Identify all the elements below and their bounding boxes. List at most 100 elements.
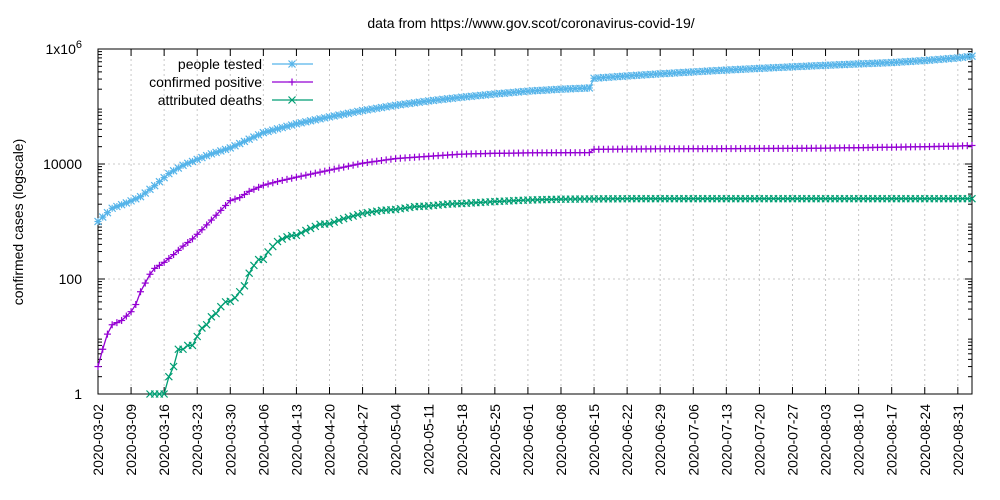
data-point [297, 228, 306, 237]
data-point [354, 160, 362, 168]
data-point [255, 183, 263, 191]
data-point [174, 246, 182, 254]
marker-stroke [283, 232, 291, 241]
marker-stroke [245, 269, 254, 278]
data-point [968, 141, 976, 149]
data-point [297, 172, 305, 180]
data-point [160, 258, 168, 266]
marker-stroke [287, 121, 296, 129]
marker-stroke [968, 52, 976, 61]
marker-stroke [344, 109, 353, 118]
x-tick-label: 2020-04-27 [355, 404, 371, 476]
marker-stroke [212, 309, 221, 318]
data-point [198, 324, 206, 333]
data-point [340, 163, 348, 171]
marker-stroke [259, 128, 268, 137]
data-point [278, 123, 287, 132]
data-point [207, 216, 215, 224]
data-point [170, 251, 178, 259]
marker-stroke [273, 124, 282, 133]
data-point [344, 213, 353, 222]
data-point [207, 149, 216, 158]
x-tick-label: 2020-04-06 [255, 404, 271, 476]
data-point [160, 390, 169, 398]
data-point [585, 84, 594, 92]
marker-stroke [353, 107, 362, 116]
marker-stroke [231, 293, 239, 302]
data-point [283, 232, 291, 241]
data-point [292, 231, 301, 240]
legend-label: confirmed positive [149, 74, 262, 90]
x-tick-label: 2020-06-08 [553, 404, 569, 476]
x-tick-label: 2020-04-20 [321, 404, 337, 476]
data-point [273, 237, 282, 246]
marker-stroke [335, 111, 343, 119]
data-point [325, 166, 333, 174]
x-tick-label: 2020-08-10 [851, 404, 867, 476]
data-point [94, 217, 102, 226]
x-tick-label: 2020-06-15 [586, 404, 602, 476]
series-people-tested [94, 52, 976, 226]
marker-stroke [968, 194, 976, 203]
legend: people tested confirmed positive attribute… [149, 56, 313, 108]
data-point [249, 261, 258, 270]
data-point [141, 279, 149, 287]
y-tick-label: 100 [59, 271, 83, 287]
data-point [137, 288, 145, 296]
data-point [292, 119, 301, 128]
data-point [188, 341, 197, 350]
marker-stroke [306, 116, 315, 125]
marker-stroke [278, 235, 287, 243]
marker-stroke [325, 112, 334, 121]
data-point [335, 216, 343, 225]
marker-stroke [301, 117, 310, 126]
data-point [98, 213, 107, 222]
marker-stroke [292, 231, 301, 240]
marker-stroke [188, 341, 197, 350]
data-point [221, 145, 230, 154]
data-point [268, 126, 277, 135]
data-point [236, 194, 244, 202]
data-point [113, 319, 121, 327]
data-point [202, 320, 211, 329]
x-tick-label: 2020-05-25 [487, 404, 503, 476]
data-point [656, 69, 665, 78]
data-point [122, 312, 130, 320]
y-tick-label: 10000 [43, 156, 82, 172]
marker-stroke [273, 237, 282, 246]
data-point [306, 116, 315, 125]
data-point [968, 194, 976, 203]
data-point [212, 211, 220, 219]
x-tick-label: 2020-06-29 [652, 404, 668, 476]
data-point [311, 115, 320, 124]
data-point [264, 180, 272, 188]
series-line [97, 144, 973, 367]
series-confirmed-positive [94, 141, 976, 371]
x-tick-label: 2020-08-31 [950, 404, 966, 476]
data-point [344, 162, 352, 170]
data-point [320, 113, 329, 122]
data-point [316, 114, 324, 123]
marker-stroke [268, 126, 277, 135]
data-point [330, 165, 338, 173]
chart-title: data from https://www.gov.scot/coronavir… [367, 15, 694, 31]
marker-stroke [330, 218, 339, 226]
data-point [259, 255, 268, 264]
marker-stroke [325, 219, 334, 228]
data-point [250, 185, 258, 193]
data-point [155, 261, 163, 269]
data-point [141, 189, 150, 197]
data-point [288, 174, 296, 182]
x-tick-label: 2020-04-13 [288, 404, 304, 476]
data-point [231, 293, 239, 302]
data-point [373, 157, 381, 165]
data-point [387, 155, 395, 163]
data-point [353, 210, 362, 219]
x-tick-label: 2020-03-02 [90, 404, 106, 476]
marker-stroke [301, 226, 310, 235]
marker-stroke [259, 255, 268, 264]
data-point [193, 332, 202, 341]
x-tick-label: 2020-08-03 [818, 404, 834, 476]
marker-stroke [349, 108, 358, 117]
data-point [259, 181, 267, 189]
